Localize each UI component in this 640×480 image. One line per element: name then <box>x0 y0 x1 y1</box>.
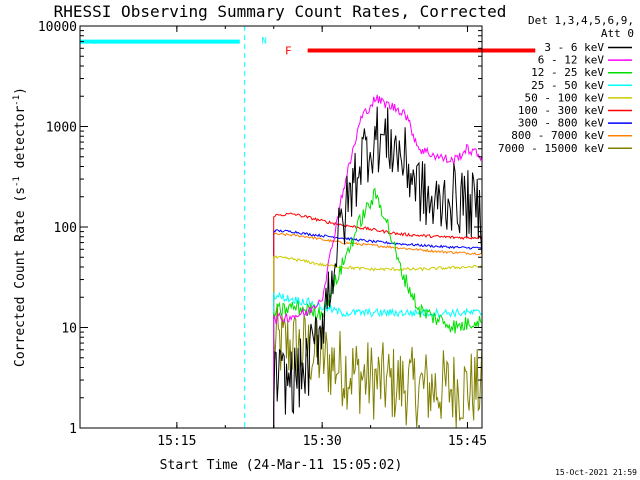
series-line-0 <box>273 106 482 428</box>
y-axis-label: Corrected Count Rate (s-1 detector-1) <box>12 87 28 367</box>
series-line-3 <box>273 291 482 428</box>
legend-label-7: 800 - 7000 keV <box>511 129 604 142</box>
series-line-7 <box>273 232 482 428</box>
generation-timestamp: 15-Oct-2021 21:59 <box>555 468 637 477</box>
x-tick-label-1: 15:30 <box>303 434 342 449</box>
chart-title: RHESSI Observing Summary Count Rates, Co… <box>54 2 507 21</box>
y-tick-label-3: 1000 <box>46 121 77 136</box>
series-layer <box>273 94 482 428</box>
series-line-5 <box>273 212 482 428</box>
legend-label-1: 6 - 12 keV <box>538 54 605 67</box>
x-tick-label-2: 15:45 <box>448 434 487 449</box>
series-line-6 <box>273 229 482 428</box>
series-line-2 <box>273 187 482 428</box>
saa-label: N <box>261 37 266 47</box>
legend-header-line1: Det 1,3,4,5,6,9, <box>528 14 634 27</box>
y-axis-label-end: ) <box>13 87 28 95</box>
series-line-8 <box>273 303 482 428</box>
y-tick-label-4: 10000 <box>38 20 77 35</box>
legend-header-line2: Att 0 <box>601 27 634 40</box>
y-tick-label-1: 10 <box>61 322 77 337</box>
y-tick-label-0: 1 <box>69 422 77 437</box>
legend-label-2: 12 - 25 keV <box>531 66 604 79</box>
legend-label-3: 25 - 50 keV <box>531 79 604 92</box>
legend-label-5: 100 - 300 keV <box>518 104 604 117</box>
x-tick-label-0: 15:15 <box>157 434 196 449</box>
y-axis-label-sup1: -1 <box>12 176 22 187</box>
legend-label-6: 300 - 800 keV <box>518 117 604 130</box>
y-axis-label-main: Corrected Count Rate (s <box>13 187 28 367</box>
tick-layer: 15:15 15:30 15:45 1 10 100 1000 10000 <box>38 20 487 449</box>
series-line-4 <box>273 255 482 428</box>
flare-label: F <box>285 45 292 58</box>
y-tick-label-2: 100 <box>54 221 77 236</box>
x-axis-label: Start Time (24-Mar-11 15:05:02) <box>160 458 403 473</box>
legend-label-4: 50 - 100 keV <box>525 91 605 104</box>
legend-label-8: 7000 - 15000 keV <box>498 142 604 155</box>
y-axis-label-mid: detector <box>13 106 28 177</box>
series-line-1 <box>273 94 482 428</box>
y-axis-label-sup2: -1 <box>12 95 22 106</box>
legend-label-0: 3 - 6 keV <box>544 41 604 54</box>
